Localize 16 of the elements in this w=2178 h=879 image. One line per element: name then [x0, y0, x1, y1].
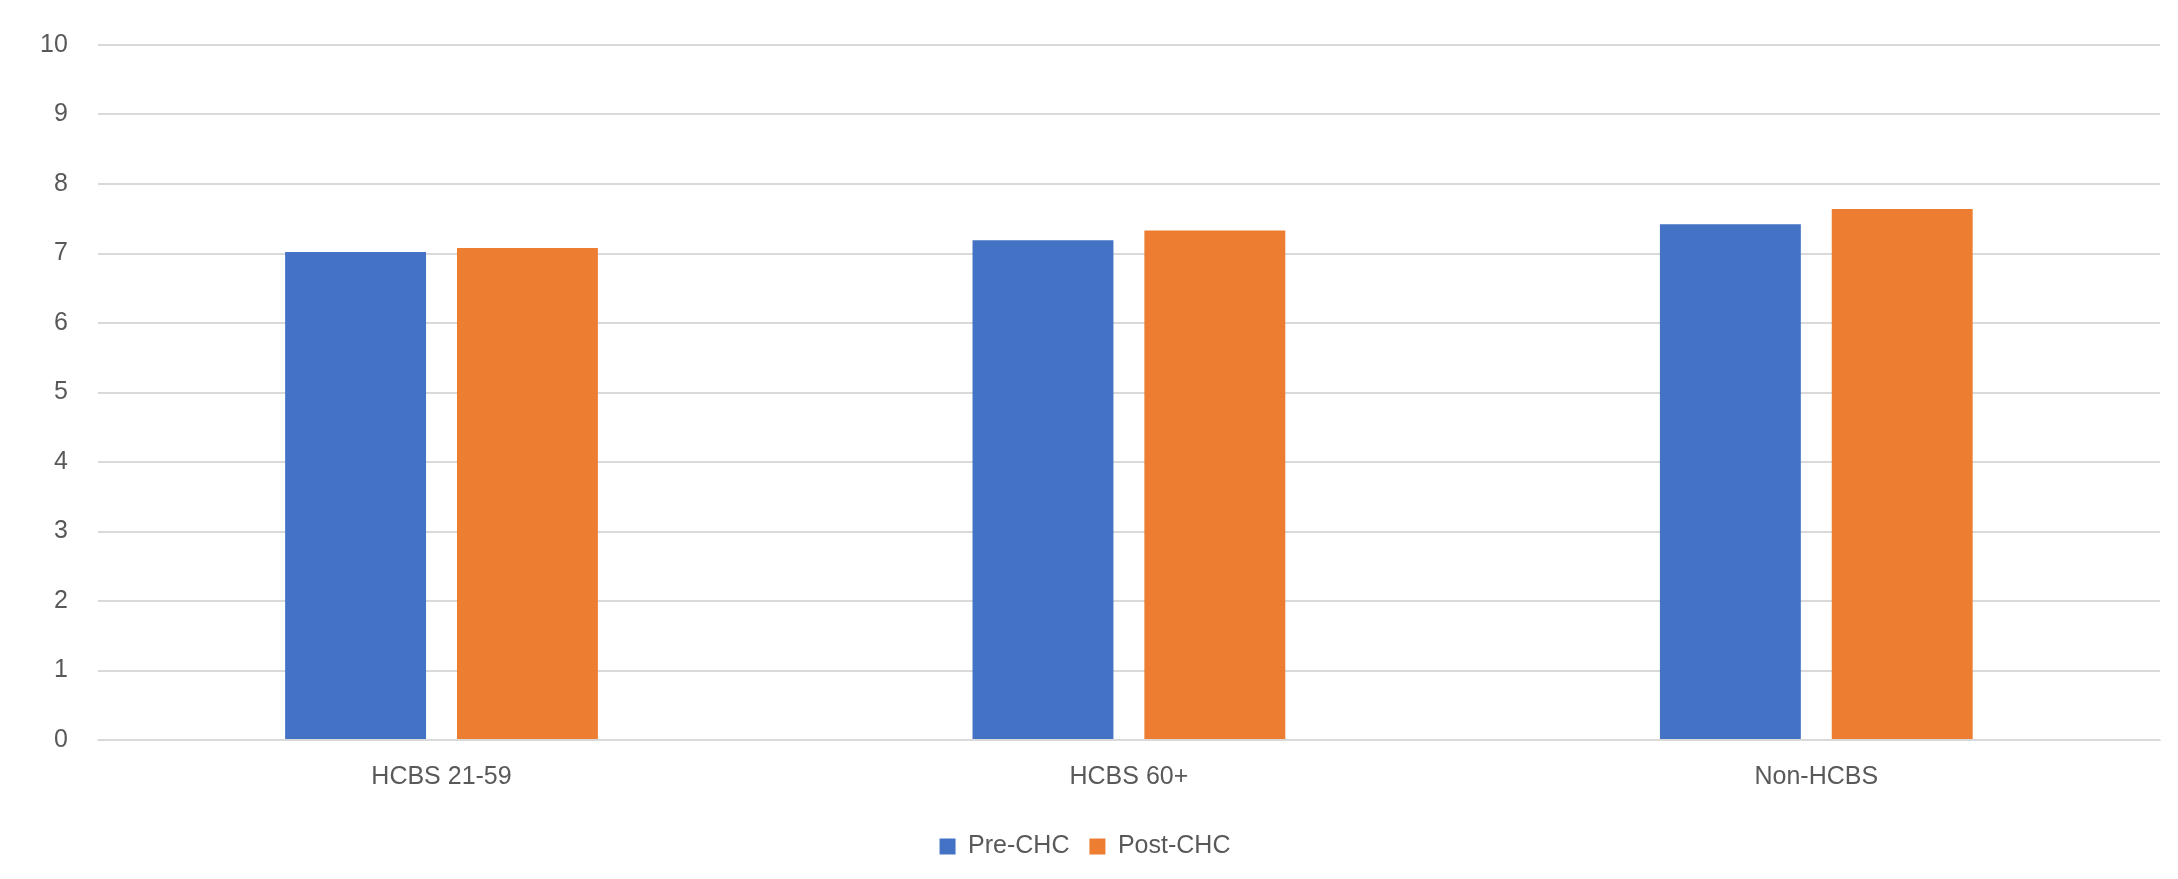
y-tick-label: 7 — [53, 237, 68, 266]
y-tick-label: 3 — [53, 515, 68, 544]
x-tick-label: HCBS 60+ — [1069, 760, 1189, 789]
y-tick-label: 0 — [53, 723, 68, 752]
y-tick-label: 10 — [40, 28, 68, 57]
legend-label: Post-CHC — [1117, 830, 1231, 859]
x-tick-label: HCBS 21-59 — [371, 760, 512, 789]
y-tick-label: 9 — [53, 98, 68, 127]
y-tick-label: 2 — [53, 584, 68, 613]
x-tick-label: Non-HCBS — [1754, 760, 1879, 789]
y-tick-label: 6 — [53, 306, 68, 335]
legend-label: Pre-CHC — [968, 830, 1070, 859]
y-tick-label: 4 — [53, 445, 68, 474]
y-tick-label: 8 — [53, 167, 68, 196]
y-tick-label: 5 — [53, 376, 68, 405]
y-tick-label: 1 — [53, 654, 68, 683]
